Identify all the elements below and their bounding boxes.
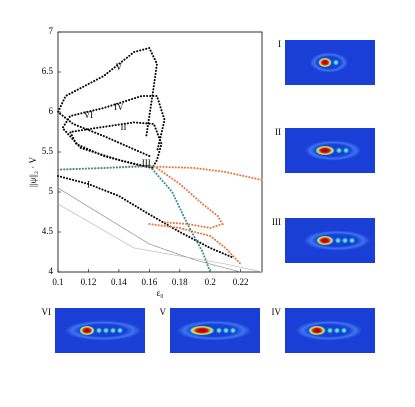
inset-dot bbox=[335, 147, 343, 154]
annotation: VI bbox=[84, 110, 94, 120]
y-tick-label: 5 bbox=[49, 186, 54, 196]
inset-core bbox=[318, 57, 332, 68]
x-tick-label: 0.14 bbox=[111, 277, 127, 287]
annotation: I bbox=[87, 180, 90, 190]
annotation: III bbox=[142, 158, 151, 168]
inset-label: II bbox=[275, 127, 281, 137]
inset-dot bbox=[340, 327, 348, 334]
plot: 0.1 0.12 0.14 0.16 0.18 0.2 0.22 4 4.5 5 5.5 6 6.5 7 ε… bbox=[28, 26, 263, 298]
inset-dot bbox=[215, 327, 223, 334]
inset-dot bbox=[95, 327, 103, 334]
inset-core bbox=[316, 235, 334, 246]
y-tick-label: 5.5 bbox=[42, 146, 54, 156]
series-line bbox=[148, 223, 242, 265]
x-tick-label: 0.2 bbox=[205, 277, 216, 287]
x-tick-label: 0.1 bbox=[52, 277, 63, 287]
x-tick-label: 0.16 bbox=[141, 277, 157, 287]
inset-dot bbox=[334, 237, 342, 244]
inset-core bbox=[79, 325, 95, 336]
series-line bbox=[57, 203, 263, 273]
inset-dot bbox=[102, 327, 110, 334]
series-line bbox=[57, 187, 241, 273]
inset-core bbox=[189, 325, 215, 336]
inset-core bbox=[308, 325, 326, 336]
inset-label: VI bbox=[42, 307, 52, 317]
y-tick-label: 6.5 bbox=[42, 66, 54, 76]
annotation: IV bbox=[114, 102, 124, 112]
inset-label: I bbox=[278, 39, 281, 49]
inset-dot bbox=[341, 237, 349, 244]
inset-dot bbox=[326, 327, 334, 334]
y-tick-label: 6 bbox=[49, 106, 54, 116]
inset-label: IV bbox=[272, 307, 282, 317]
inset-dot bbox=[116, 327, 124, 334]
inset-dot bbox=[333, 327, 341, 334]
series-line bbox=[155, 167, 224, 230]
y-tick-label: 7 bbox=[49, 26, 54, 36]
y-axis-label: ||ψ||₂ · V bbox=[28, 157, 38, 187]
x-tick-label: 0.12 bbox=[81, 277, 97, 287]
y-tick-label: 4.5 bbox=[42, 226, 54, 236]
inset-label: III bbox=[272, 217, 281, 227]
x-axis-label: ε₀ bbox=[157, 288, 164, 298]
series-line bbox=[56, 46, 158, 157]
annotation: V bbox=[116, 62, 123, 72]
inset-dot bbox=[109, 327, 117, 334]
inset-dot bbox=[332, 59, 340, 66]
inset-dot bbox=[222, 327, 230, 334]
inset-dot bbox=[229, 327, 237, 334]
inset-dot bbox=[348, 237, 356, 244]
series-line bbox=[57, 175, 235, 259]
y-tick-label: 4 bbox=[49, 266, 54, 276]
annotation: II bbox=[120, 122, 126, 132]
inset-label: V bbox=[160, 307, 167, 317]
inset-core bbox=[315, 145, 335, 156]
inset-dot bbox=[342, 147, 350, 154]
series-line bbox=[57, 164, 212, 273]
series-line bbox=[61, 95, 166, 169]
x-tick-label: 0.18 bbox=[172, 277, 188, 287]
x-tick-label: 0.22 bbox=[233, 277, 249, 287]
